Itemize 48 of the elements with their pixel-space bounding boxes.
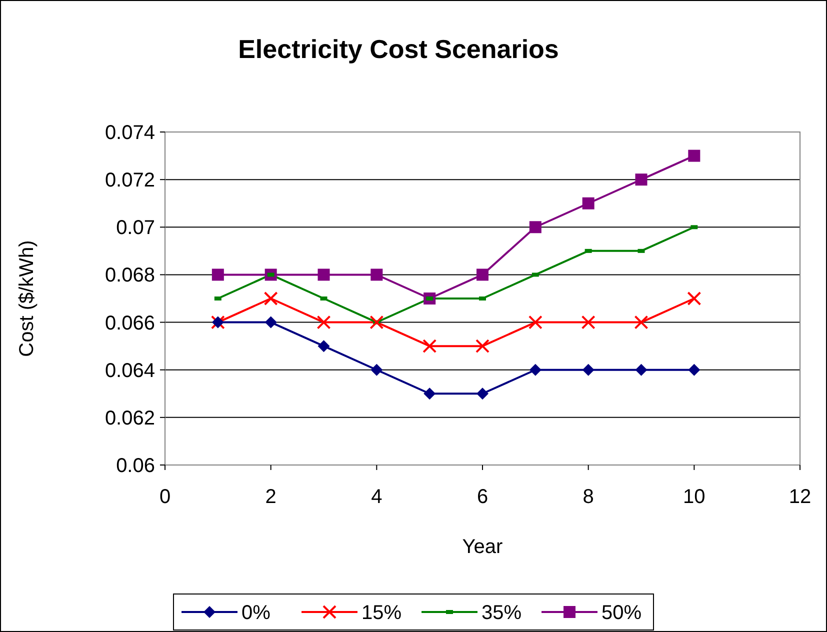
point: [529, 221, 542, 234]
y-tick-label: 0.072: [104, 170, 155, 192]
y-tick-label: 0.066: [104, 312, 155, 334]
point: [635, 364, 648, 376]
legend-label: 35%: [482, 602, 522, 624]
point: [318, 340, 330, 352]
y-tick-label: 0.068: [104, 264, 155, 287]
y-tick-label: 0.07: [116, 217, 155, 240]
x-tick-label: 6: [476, 486, 488, 508]
point: [422, 339, 437, 354]
legend-label: 0%: [242, 602, 271, 624]
point: [476, 268, 488, 281]
point: [316, 315, 331, 330]
point: [264, 316, 277, 328]
point: [370, 268, 383, 281]
x-tick-label: 8: [582, 486, 594, 508]
point: [582, 364, 594, 376]
point: [370, 315, 384, 330]
chart-title: Electricity Cost Scenarios: [238, 34, 559, 64]
legend-label: 50%: [602, 602, 642, 624]
point: [476, 339, 490, 354]
point: [635, 174, 648, 186]
point: [318, 268, 330, 281]
point: [688, 364, 700, 376]
point: [476, 388, 488, 400]
point: [688, 150, 700, 162]
point: [529, 364, 542, 376]
x-tick-label: 12: [788, 486, 812, 508]
point: [212, 268, 224, 281]
x-tick-label: 0: [159, 486, 171, 508]
point: [687, 292, 702, 306]
point: [634, 315, 648, 330]
x-tick-label: 2: [265, 486, 276, 508]
y-tick-label: 0.06: [116, 455, 155, 477]
x-tick-label: 10: [683, 486, 706, 508]
y-axis-title: Cost ($/kWh): [16, 240, 38, 357]
point: [264, 292, 278, 306]
x-tick-label: 4: [371, 486, 382, 508]
x-axis-title: Year: [462, 536, 504, 558]
point: [581, 315, 596, 330]
point: [424, 388, 436, 400]
point: [370, 364, 383, 376]
y-tick-label: 0.074: [104, 122, 155, 144]
y-tick-label: 0.064: [104, 360, 155, 382]
point: [582, 197, 594, 210]
y-tick-label: 0.062: [104, 407, 155, 430]
point: [528, 315, 542, 330]
legend-label: 15%: [362, 602, 402, 624]
